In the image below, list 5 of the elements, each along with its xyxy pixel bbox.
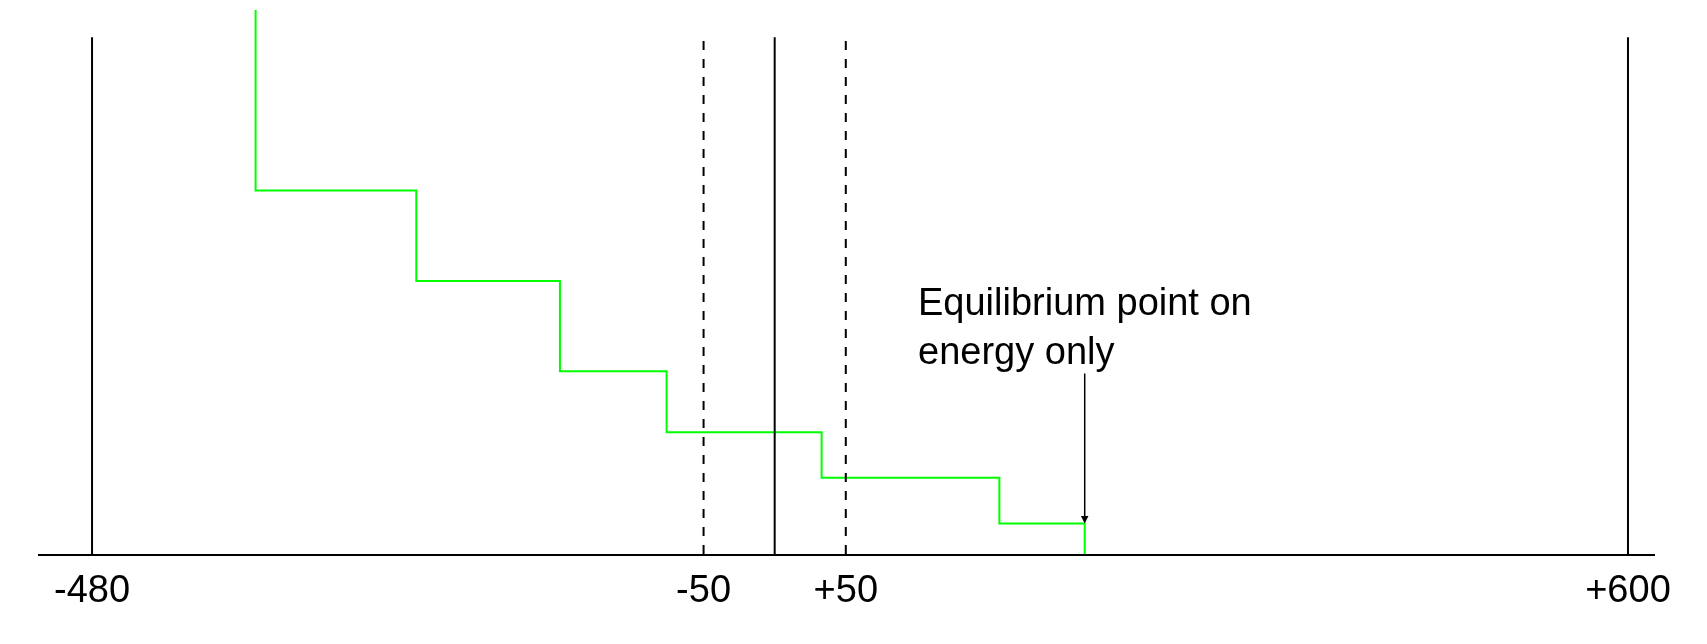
annotation: Equilibrium point on energy only xyxy=(918,281,1252,373)
x-tick-label: +50 xyxy=(813,567,879,610)
x-tick-label: -50 xyxy=(676,567,732,610)
x-tick-label: +600 xyxy=(1585,567,1671,610)
x-tick-label: -480 xyxy=(54,567,131,610)
